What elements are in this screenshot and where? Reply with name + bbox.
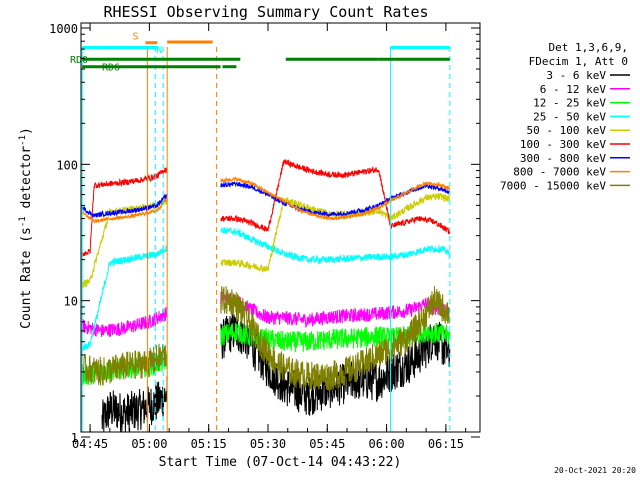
x-tick-label-05:00: 05:00: [131, 437, 167, 451]
series-line-6-12-kev: [81, 291, 451, 338]
y-axis-label-end: ): [19, 127, 34, 135]
legend-label-800-7000-kev: 800 - 7000 keV: [513, 166, 606, 179]
marker-layer: [81, 47, 451, 432]
legend-label-6-12-kev: 6 - 12 keV: [540, 83, 607, 96]
series-line-3-6-kev: [101, 312, 451, 433]
series-layer: [81, 159, 451, 433]
series-line-50-100-kev: [81, 192, 451, 289]
legend-header-detectors: Det 1,3,6,9,: [549, 41, 628, 54]
footer-timestamp: 20-Oct-2021 20:20: [554, 466, 636, 475]
y-axis-label-sup1: -1: [18, 216, 28, 227]
y-axis: 1 10 100 1000: [49, 22, 480, 445]
legend-label-50-100-kev: 50 - 100 keV: [527, 124, 607, 137]
legend-label-300-800-kev: 300 - 800 keV: [520, 152, 606, 165]
legend-label-12-25-kev: 12 - 25 keV: [533, 97, 606, 110]
flag-label-rd0: RD0: [70, 55, 88, 66]
legend: Det 1,3,6,9, FDecim 1, Att 0 3 - 6 keV6 …: [500, 41, 630, 192]
y-axis-label-sup2: -1: [18, 135, 28, 146]
legend-label-25-50-kev: 25 - 50 keV: [533, 110, 606, 123]
x-tick-label-05:15: 05:15: [191, 437, 227, 451]
x-axis-label: Start Time (07-Oct-14 04:43:22): [159, 455, 402, 470]
flag-letter-n: N: [156, 45, 162, 56]
y-tick-label-1: 1: [71, 431, 78, 445]
x-tick-label-05:30: 05:30: [250, 437, 286, 451]
legend-label-3-6-kev: 3 - 6 keV: [546, 69, 606, 82]
y-tick-label-100: 100: [56, 158, 78, 172]
series-line-100-300-kev: [81, 159, 451, 257]
flag-label-rd6: RD6: [102, 63, 120, 74]
plot-frame: [80, 22, 481, 433]
legend-label-100-300-kev: 100 - 300 keV: [520, 138, 606, 151]
y-axis-label-main: Count Rate (s: [19, 227, 34, 329]
series-line-7000-15000-kev: [81, 286, 451, 391]
x-tick-label-04:45: 04:45: [72, 437, 108, 451]
legend-label-7000-15000-kev: 7000 - 15000 keV: [500, 179, 606, 192]
x-tick-label-05:45: 05:45: [309, 437, 345, 451]
x-tick-label-06:15: 06:15: [428, 437, 464, 451]
x-tick-label-06:00: 06:00: [369, 437, 405, 451]
x-axis: 04:45 05:00 05:15 05:30 05:45 06:00 06:15: [72, 23, 467, 451]
flag-letter-s: S: [133, 32, 139, 43]
flag-layer: RD0 RD6 S N: [70, 32, 450, 74]
series-line-25-50-kev: [81, 226, 450, 351]
series-line-800-7000-kev: [81, 176, 451, 224]
y-tick-label-10: 10: [64, 295, 78, 309]
y-tick-label-1000: 1000: [49, 22, 78, 36]
chart-title: RHESSI Observing Summary Count Rates: [103, 3, 428, 21]
legend-header-decim: FDecim 1, Att 0: [529, 55, 628, 68]
y-axis-label: Count Rate (s-1 detector-1): [18, 127, 34, 329]
y-axis-label-mid: detector: [19, 146, 34, 217]
